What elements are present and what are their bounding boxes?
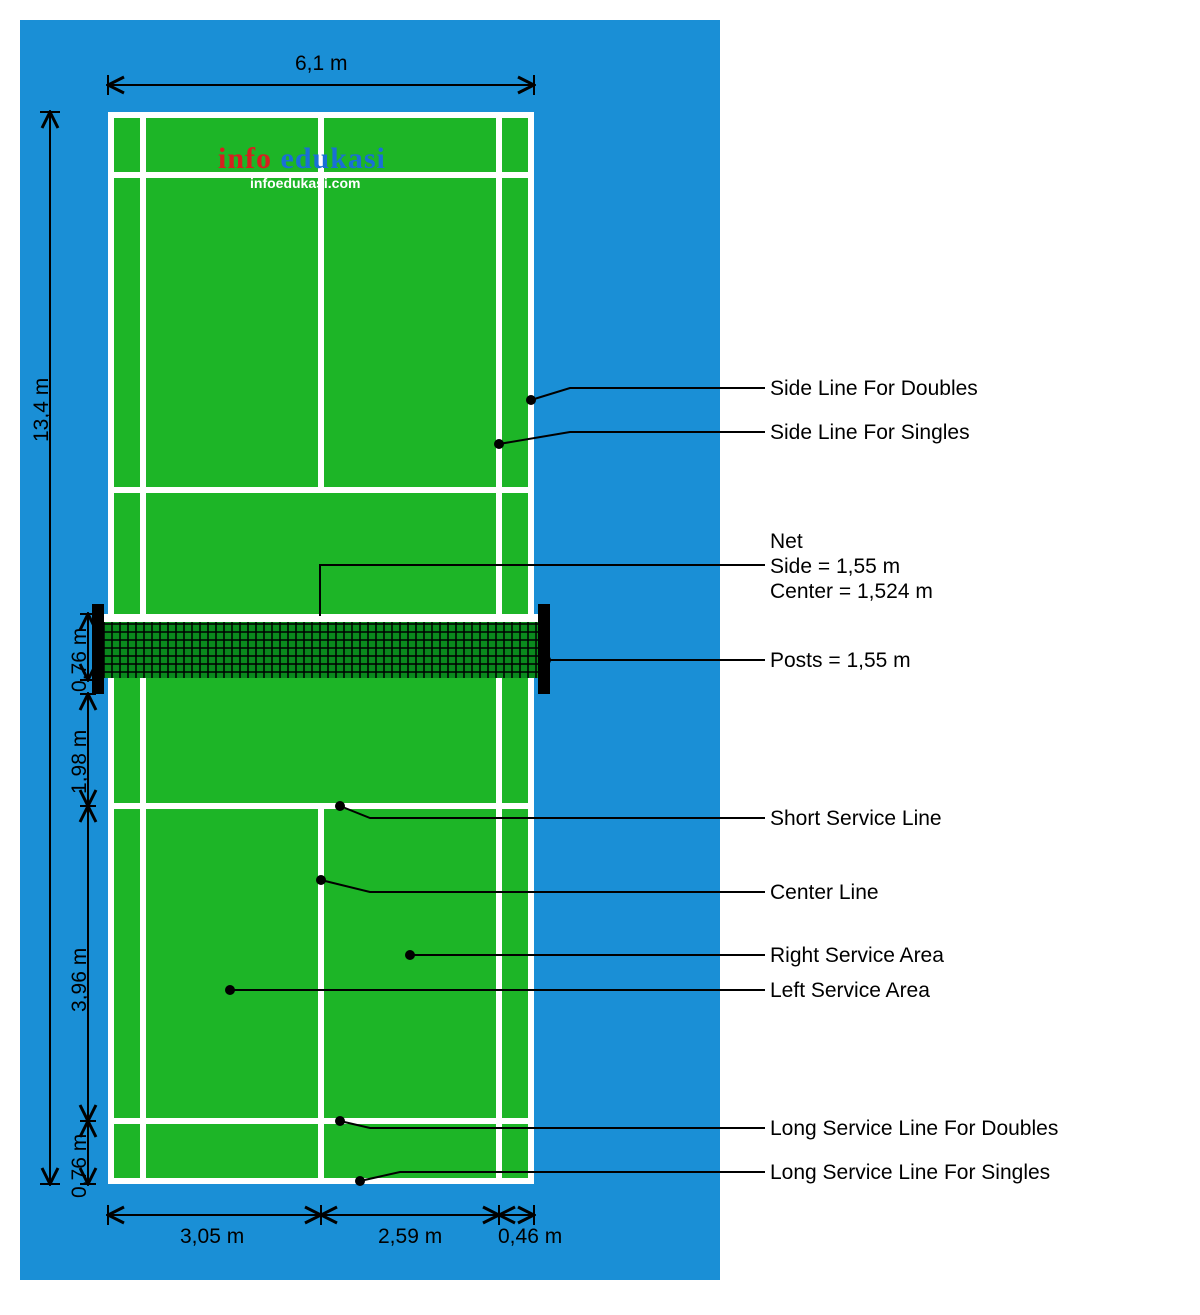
dim-bottom-alley-label: 0,46 m [498, 1225, 562, 1249]
label-side-doubles: Side Line For Doubles [770, 377, 978, 401]
dim-left-servicebox-label: 3,96 m [68, 948, 92, 1012]
dim-left-long-label: 0,76 m [68, 1134, 92, 1198]
label-right-service: Right Service Area [770, 944, 944, 968]
label-posts: Posts = 1,55 m [770, 649, 911, 673]
label-left-service: Left Service Area [770, 979, 930, 1003]
dim-left-net-label: 0,76 m [68, 628, 92, 692]
watermark-sub: infoedukasi.com [250, 175, 360, 191]
label-center-line: Center Line [770, 881, 879, 905]
label-long-singles: Long Service Line For Singles [770, 1161, 1050, 1185]
dim-bottom-half-label: 3,05 m [180, 1225, 244, 1249]
watermark-info: info [218, 142, 272, 175]
dim-left-short-label: 1,98 m [68, 730, 92, 794]
dim-bottom-singles-label: 2,59 m [378, 1225, 442, 1249]
dim-left-full-label: 13,4 m [30, 378, 54, 442]
label-net-side: Side = 1,55 m [770, 555, 900, 579]
diagram-container: 6,1 m 13,4 m 0,76 m 1,98 m 3,96 m 0,76 m… [0, 0, 1200, 1315]
watermark: info edukasi [218, 142, 386, 176]
label-side-singles: Side Line For Singles [770, 421, 970, 445]
label-net-title: Net [770, 530, 803, 554]
label-long-doubles: Long Service Line For Doubles [770, 1117, 1058, 1141]
label-net-center: Center = 1,524 m [770, 580, 933, 604]
dim-top-label: 6,1 m [295, 52, 348, 76]
watermark-edu: edukasi [281, 142, 386, 175]
label-short-service: Short Service Line [770, 807, 942, 831]
